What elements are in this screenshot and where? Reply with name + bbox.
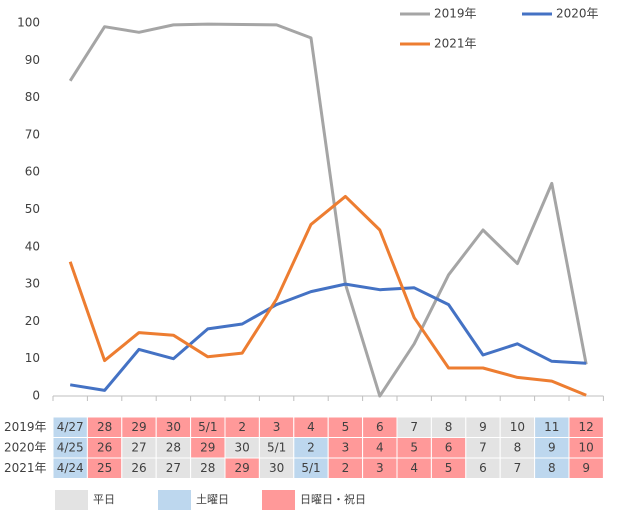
cell-text: 26 [97, 440, 112, 454]
cell-text: 7 [479, 440, 487, 454]
cell-text: 3 [376, 461, 384, 475]
y-tick-label: 70 [25, 127, 40, 141]
cell-text: 25 [97, 461, 112, 475]
y-tick-label: 100 [17, 16, 40, 30]
cell-text: 4 [307, 420, 315, 434]
cell-text: 5 [445, 461, 453, 475]
cell [568, 457, 604, 479]
legend-label: 日曜日・祝日 [300, 492, 366, 506]
legend-swatch [158, 490, 191, 510]
cell-text: 4/25 [57, 440, 84, 454]
y-tick-label: 10 [25, 351, 40, 365]
series-line [69, 282, 587, 392]
row-label: 2020年 [4, 440, 47, 454]
cell-text: 2 [238, 420, 246, 434]
cell-text: 2 [342, 461, 350, 475]
legend-label: 平日 [93, 493, 115, 506]
cell-text: 7 [410, 420, 418, 434]
cell-text: 28 [166, 440, 181, 454]
cell-text: 30 [166, 420, 181, 434]
cell-text: 28 [97, 420, 112, 434]
cell-text: 27 [131, 440, 146, 454]
series-line [68, 22, 588, 398]
legend-label: 2019年 [434, 7, 477, 21]
legend-swatch [262, 490, 295, 510]
cell-text: 30 [235, 440, 250, 454]
cell-text: 7 [514, 461, 522, 475]
cell-text: 5/1 [301, 461, 320, 475]
legend-label: 土曜日 [196, 493, 229, 506]
cell-text: 26 [131, 461, 146, 475]
y-tick-label: 30 [25, 277, 40, 291]
legend-label: 2021年 [434, 37, 477, 51]
cell-text: 27 [166, 461, 181, 475]
y-tick-label: 0 [32, 389, 40, 403]
cell-text: 4/27 [57, 420, 84, 434]
cell-text: 29 [235, 461, 250, 475]
cell-text: 9 [479, 420, 487, 434]
cell-text: 9 [582, 461, 590, 475]
cell-text: 6 [445, 440, 453, 454]
cell-text: 5 [410, 440, 418, 454]
cell-text: 8 [548, 461, 556, 475]
y-tick-label: 80 [25, 90, 40, 104]
cell-text: 5 [342, 420, 350, 434]
cell-text: 4/24 [57, 461, 84, 475]
cell-text: 8 [445, 420, 453, 434]
cell-text: 5/1 [267, 440, 286, 454]
y-tick-label: 90 [25, 53, 40, 67]
cell-text: 4 [410, 461, 418, 475]
cell-text: 30 [269, 461, 284, 475]
cell-text: 2 [307, 440, 315, 454]
legend-swatch [55, 490, 88, 510]
cell-text: 3 [342, 440, 350, 454]
y-tick-label: 50 [25, 202, 40, 216]
row-label: 2019年 [4, 420, 47, 434]
cell-text: 8 [514, 440, 522, 454]
cell-text: 29 [131, 420, 146, 434]
cell-text: 4 [376, 440, 384, 454]
cell-text: 12 [579, 420, 594, 434]
cell-text: 5/1 [198, 420, 217, 434]
row-label: 2021年 [4, 461, 47, 475]
cell-text: 3 [273, 420, 281, 434]
y-tick-label: 40 [25, 239, 40, 253]
cell-text: 6 [479, 461, 487, 475]
cell-text: 10 [510, 420, 525, 434]
cell-text: 29 [200, 440, 215, 454]
y-tick-label: 60 [25, 165, 40, 179]
y-tick-label: 20 [25, 314, 40, 328]
cell-text: 10 [579, 440, 594, 454]
cell-text: 28 [200, 461, 215, 475]
cell-text: 9 [548, 440, 556, 454]
legend-label: 2020年 [556, 7, 599, 21]
cell-text: 6 [376, 420, 384, 434]
series-line [68, 194, 587, 397]
cell-text: 11 [544, 420, 559, 434]
